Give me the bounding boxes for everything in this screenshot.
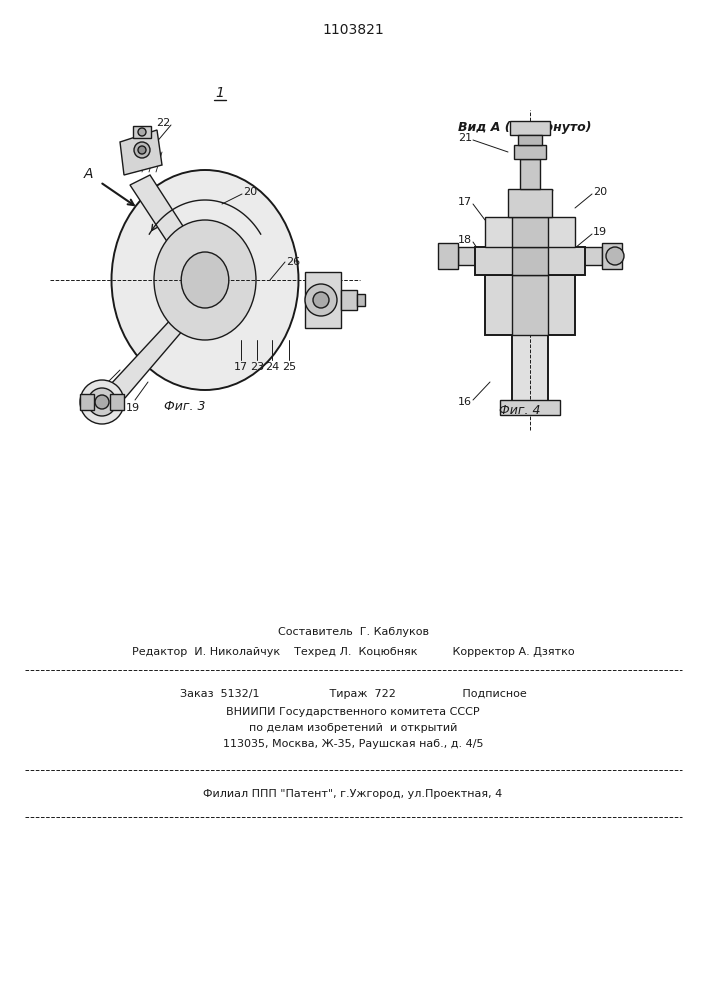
Text: Фиг. 3: Фиг. 3 <box>164 400 206 414</box>
Text: Составитель  Г. Каблуков: Составитель Г. Каблуков <box>278 627 428 637</box>
Text: 21: 21 <box>458 133 472 143</box>
Text: 19: 19 <box>126 403 140 413</box>
Circle shape <box>88 388 116 416</box>
Bar <box>80 394 94 410</box>
Circle shape <box>305 284 337 316</box>
Text: 20: 20 <box>593 187 607 197</box>
Text: Заказ  5132/1                    Тираж  722                   Подписное: Заказ 5132/1 Тираж 722 Подписное <box>180 689 527 699</box>
Bar <box>438 243 458 269</box>
Bar <box>500 400 560 415</box>
Circle shape <box>138 128 146 136</box>
Circle shape <box>95 395 109 409</box>
Text: ВНИИПИ Государственного комитета СССР: ВНИИПИ Государственного комитета СССР <box>226 707 480 717</box>
Text: 24: 24 <box>265 362 279 372</box>
Ellipse shape <box>154 220 256 340</box>
Bar <box>514 145 546 159</box>
Text: 20: 20 <box>243 187 257 197</box>
Bar <box>458 247 508 265</box>
Bar <box>341 290 357 310</box>
Text: 113035, Москва, Ж-35, Раушская наб., д. 4/5: 113035, Москва, Ж-35, Раушская наб., д. … <box>223 739 484 749</box>
Bar <box>357 294 365 306</box>
Text: 1103821: 1103821 <box>322 23 384 37</box>
Ellipse shape <box>181 252 229 308</box>
Bar <box>512 217 548 247</box>
Text: 16: 16 <box>458 397 472 407</box>
Bar <box>518 135 542 145</box>
Bar <box>520 159 540 189</box>
Text: 25: 25 <box>282 362 296 372</box>
Text: 26: 26 <box>286 257 300 267</box>
Circle shape <box>80 380 124 424</box>
Circle shape <box>138 146 146 154</box>
Text: по делам изобретений  и открытий: по делам изобретений и открытий <box>249 723 457 733</box>
Circle shape <box>134 142 150 158</box>
Bar <box>485 275 575 335</box>
Text: Филиал ППП "Патент", г.Ужгород, ул.Проектная, 4: Филиал ППП "Патент", г.Ужгород, ул.Проек… <box>204 789 503 799</box>
Bar <box>552 247 602 265</box>
Bar <box>602 243 622 269</box>
Text: A: A <box>83 167 93 181</box>
Circle shape <box>606 247 624 265</box>
Text: Фиг. 4: Фиг. 4 <box>499 403 541 416</box>
Bar <box>510 121 550 135</box>
Circle shape <box>313 292 329 308</box>
Bar <box>110 394 124 410</box>
Ellipse shape <box>112 170 298 390</box>
Bar <box>508 189 552 217</box>
Text: 18: 18 <box>458 235 472 245</box>
Text: 1: 1 <box>216 86 224 100</box>
Polygon shape <box>130 175 210 272</box>
Bar <box>512 275 548 335</box>
Text: 23: 23 <box>250 362 264 372</box>
Text: Вид А (повернуто): Вид А (повернуто) <box>458 121 592 134</box>
Bar <box>305 272 341 328</box>
Polygon shape <box>110 288 213 398</box>
Bar <box>512 247 548 275</box>
Bar <box>485 217 575 247</box>
Text: 19: 19 <box>593 227 607 237</box>
Text: 22: 22 <box>156 118 170 128</box>
Bar <box>512 335 548 415</box>
Text: 27: 27 <box>96 388 110 398</box>
Text: Редактор  И. Николайчук    Техред Л.  Коцюбняк          Корректор А. Дзятко: Редактор И. Николайчук Техред Л. Коцюбня… <box>132 647 574 657</box>
Polygon shape <box>120 130 162 175</box>
Text: 17: 17 <box>234 362 248 372</box>
Text: 17: 17 <box>458 197 472 207</box>
Bar <box>475 247 585 275</box>
Bar <box>133 126 151 138</box>
